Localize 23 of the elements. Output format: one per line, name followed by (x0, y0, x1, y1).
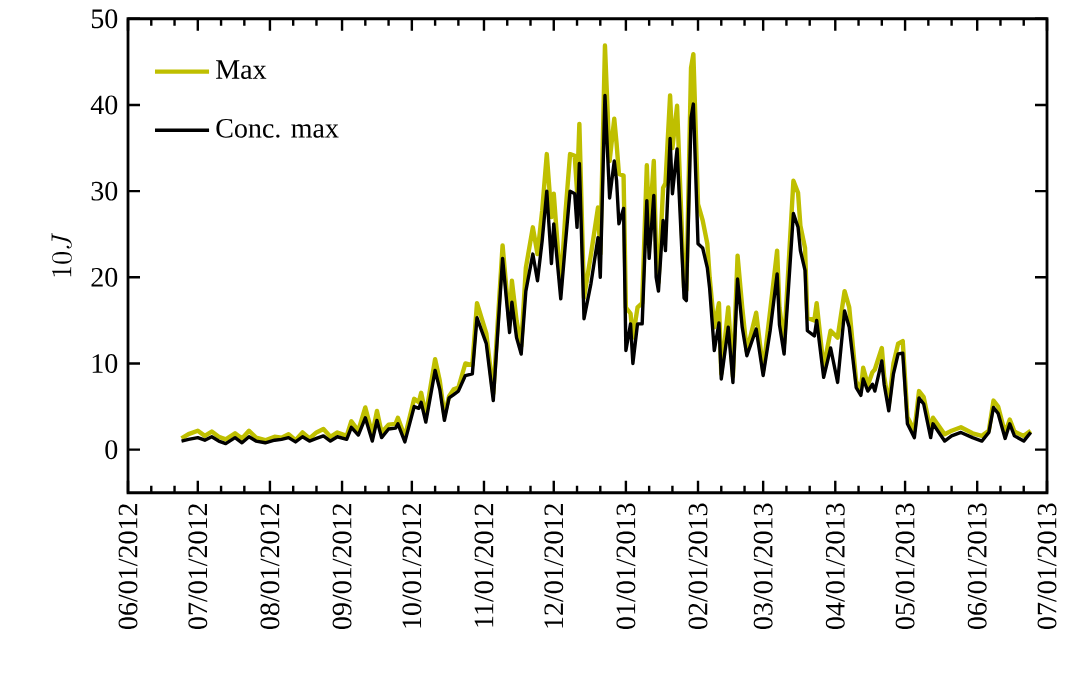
legend-label: Max (216, 60, 267, 80)
x-tick-label: 04/01/2013 (825, 503, 845, 630)
y-tick-label: 10 (92, 354, 118, 374)
y-tick-label: 30 (91, 181, 118, 201)
x-tick-label: 05/01/2013 (895, 503, 915, 630)
x-tick-label: 07/01/2013 (1037, 503, 1057, 630)
x-tick-label: 03/01/2013 (753, 503, 773, 630)
legend-label: Conc. max (216, 119, 339, 138)
y-tick-label: 50 (91, 9, 118, 29)
x-tick-label: 09/01/2012 (332, 504, 352, 630)
y-axis-title: $10J$ (51, 233, 72, 277)
x-tick-label: 06/01/2013 (967, 503, 987, 630)
x-tick-label: 11/01/2012 (474, 504, 494, 627)
x-tick-label: 07/01/2012 (188, 504, 208, 630)
y-tick-label: 20 (91, 267, 118, 287)
x-tick-label: 01/01/2013 (616, 503, 636, 630)
x-tick-label: 06/01/2012 (118, 504, 138, 630)
y-tick-label: 0 (105, 440, 118, 460)
x-tick-label: 02/01/2013 (688, 503, 708, 630)
x-tick-label: 10/01/2012 (402, 504, 422, 628)
y-tick-label: 40 (90, 95, 118, 115)
x-tick-label: 12/01/2012 (544, 504, 564, 628)
x-tick-label: 08/01/2012 (260, 504, 280, 630)
